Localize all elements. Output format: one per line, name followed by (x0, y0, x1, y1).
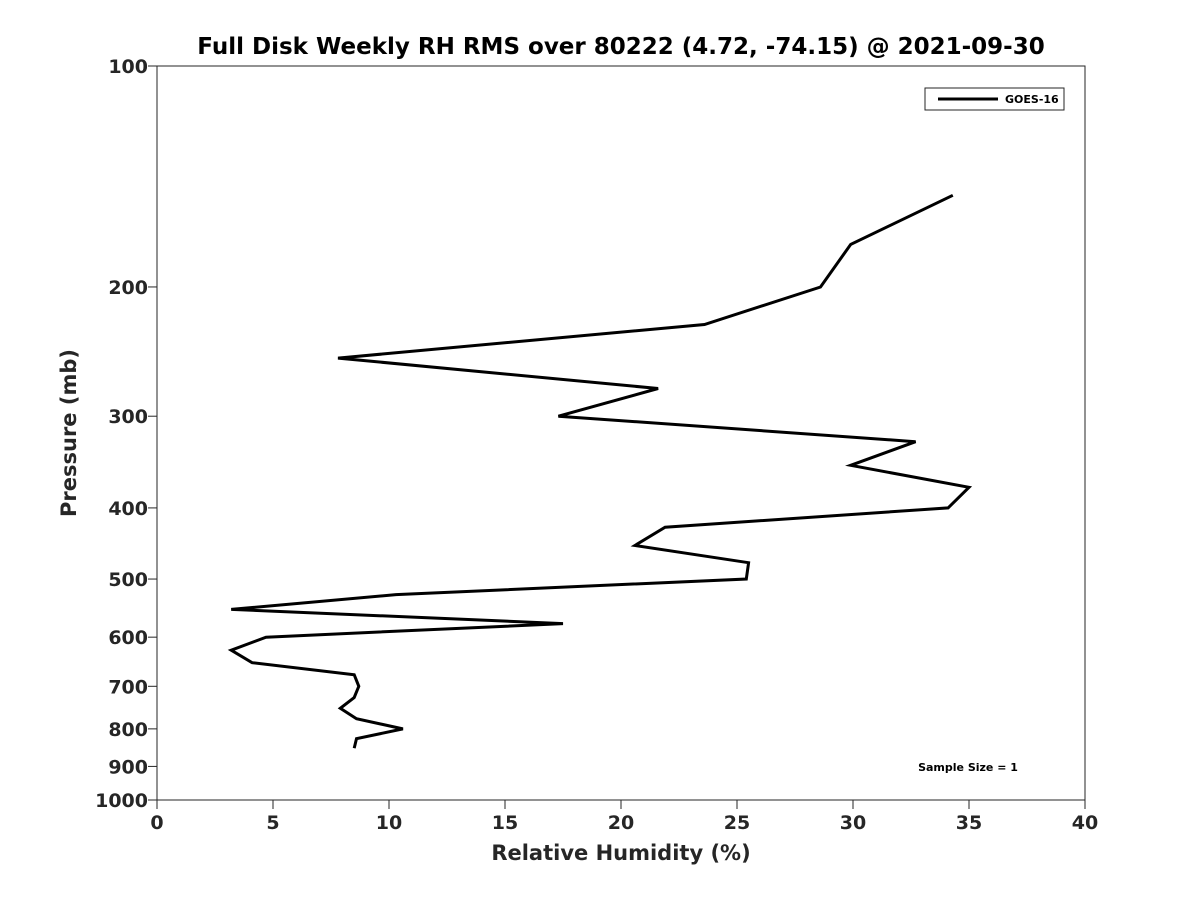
legend-label-goes-16: GOES-16 (1005, 93, 1059, 106)
y-tick-label: 800 (108, 719, 148, 741)
series-layer (227, 193, 973, 749)
x-tick-label: 15 (492, 812, 518, 834)
y-tick-label: 1000 (95, 790, 148, 812)
y-tick-label: 600 (108, 627, 148, 649)
x-tick-label: 20 (608, 812, 634, 834)
x-axis-label: Relative Humidity (%) (491, 841, 750, 865)
x-tick-label: 0 (150, 812, 163, 834)
x-tick-label: 30 (840, 812, 866, 834)
y-tick-label: 900 (108, 756, 148, 778)
y-axis-ticks: 100 200 300 400 500 600 700 800 900 1000 (95, 56, 157, 812)
y-tick-label: 300 (108, 406, 148, 428)
y-tick-label: 500 (108, 569, 148, 591)
x-tick-label: 40 (1072, 812, 1098, 834)
x-tick-label: 10 (376, 812, 402, 834)
chart-title: Full Disk Weekly RH RMS over 80222 (4.72… (197, 34, 1044, 60)
y-tick-label: 400 (108, 498, 148, 520)
x-tick-label: 25 (724, 812, 750, 834)
x-tick-label: 5 (266, 812, 279, 834)
plot-area: 0 5 10 15 20 25 30 35 40 100 200 300 400 500 600 700 80… (95, 56, 1098, 834)
series-line-goes-16 (227, 193, 973, 749)
y-tick-label: 200 (108, 277, 148, 299)
x-axis-ticks: 0 5 10 15 20 25 30 35 40 (150, 800, 1098, 834)
legend: GOES-16 (924, 87, 1065, 111)
y-axis-label: Pressure (mb) (57, 349, 81, 517)
y-tick-label: 700 (108, 676, 148, 698)
x-tick-label: 35 (956, 812, 982, 834)
sample-size-annotation: Sample Size = 1 (918, 761, 1018, 774)
axes-box (156, 65, 1086, 801)
y-tick-label: 100 (108, 56, 148, 78)
